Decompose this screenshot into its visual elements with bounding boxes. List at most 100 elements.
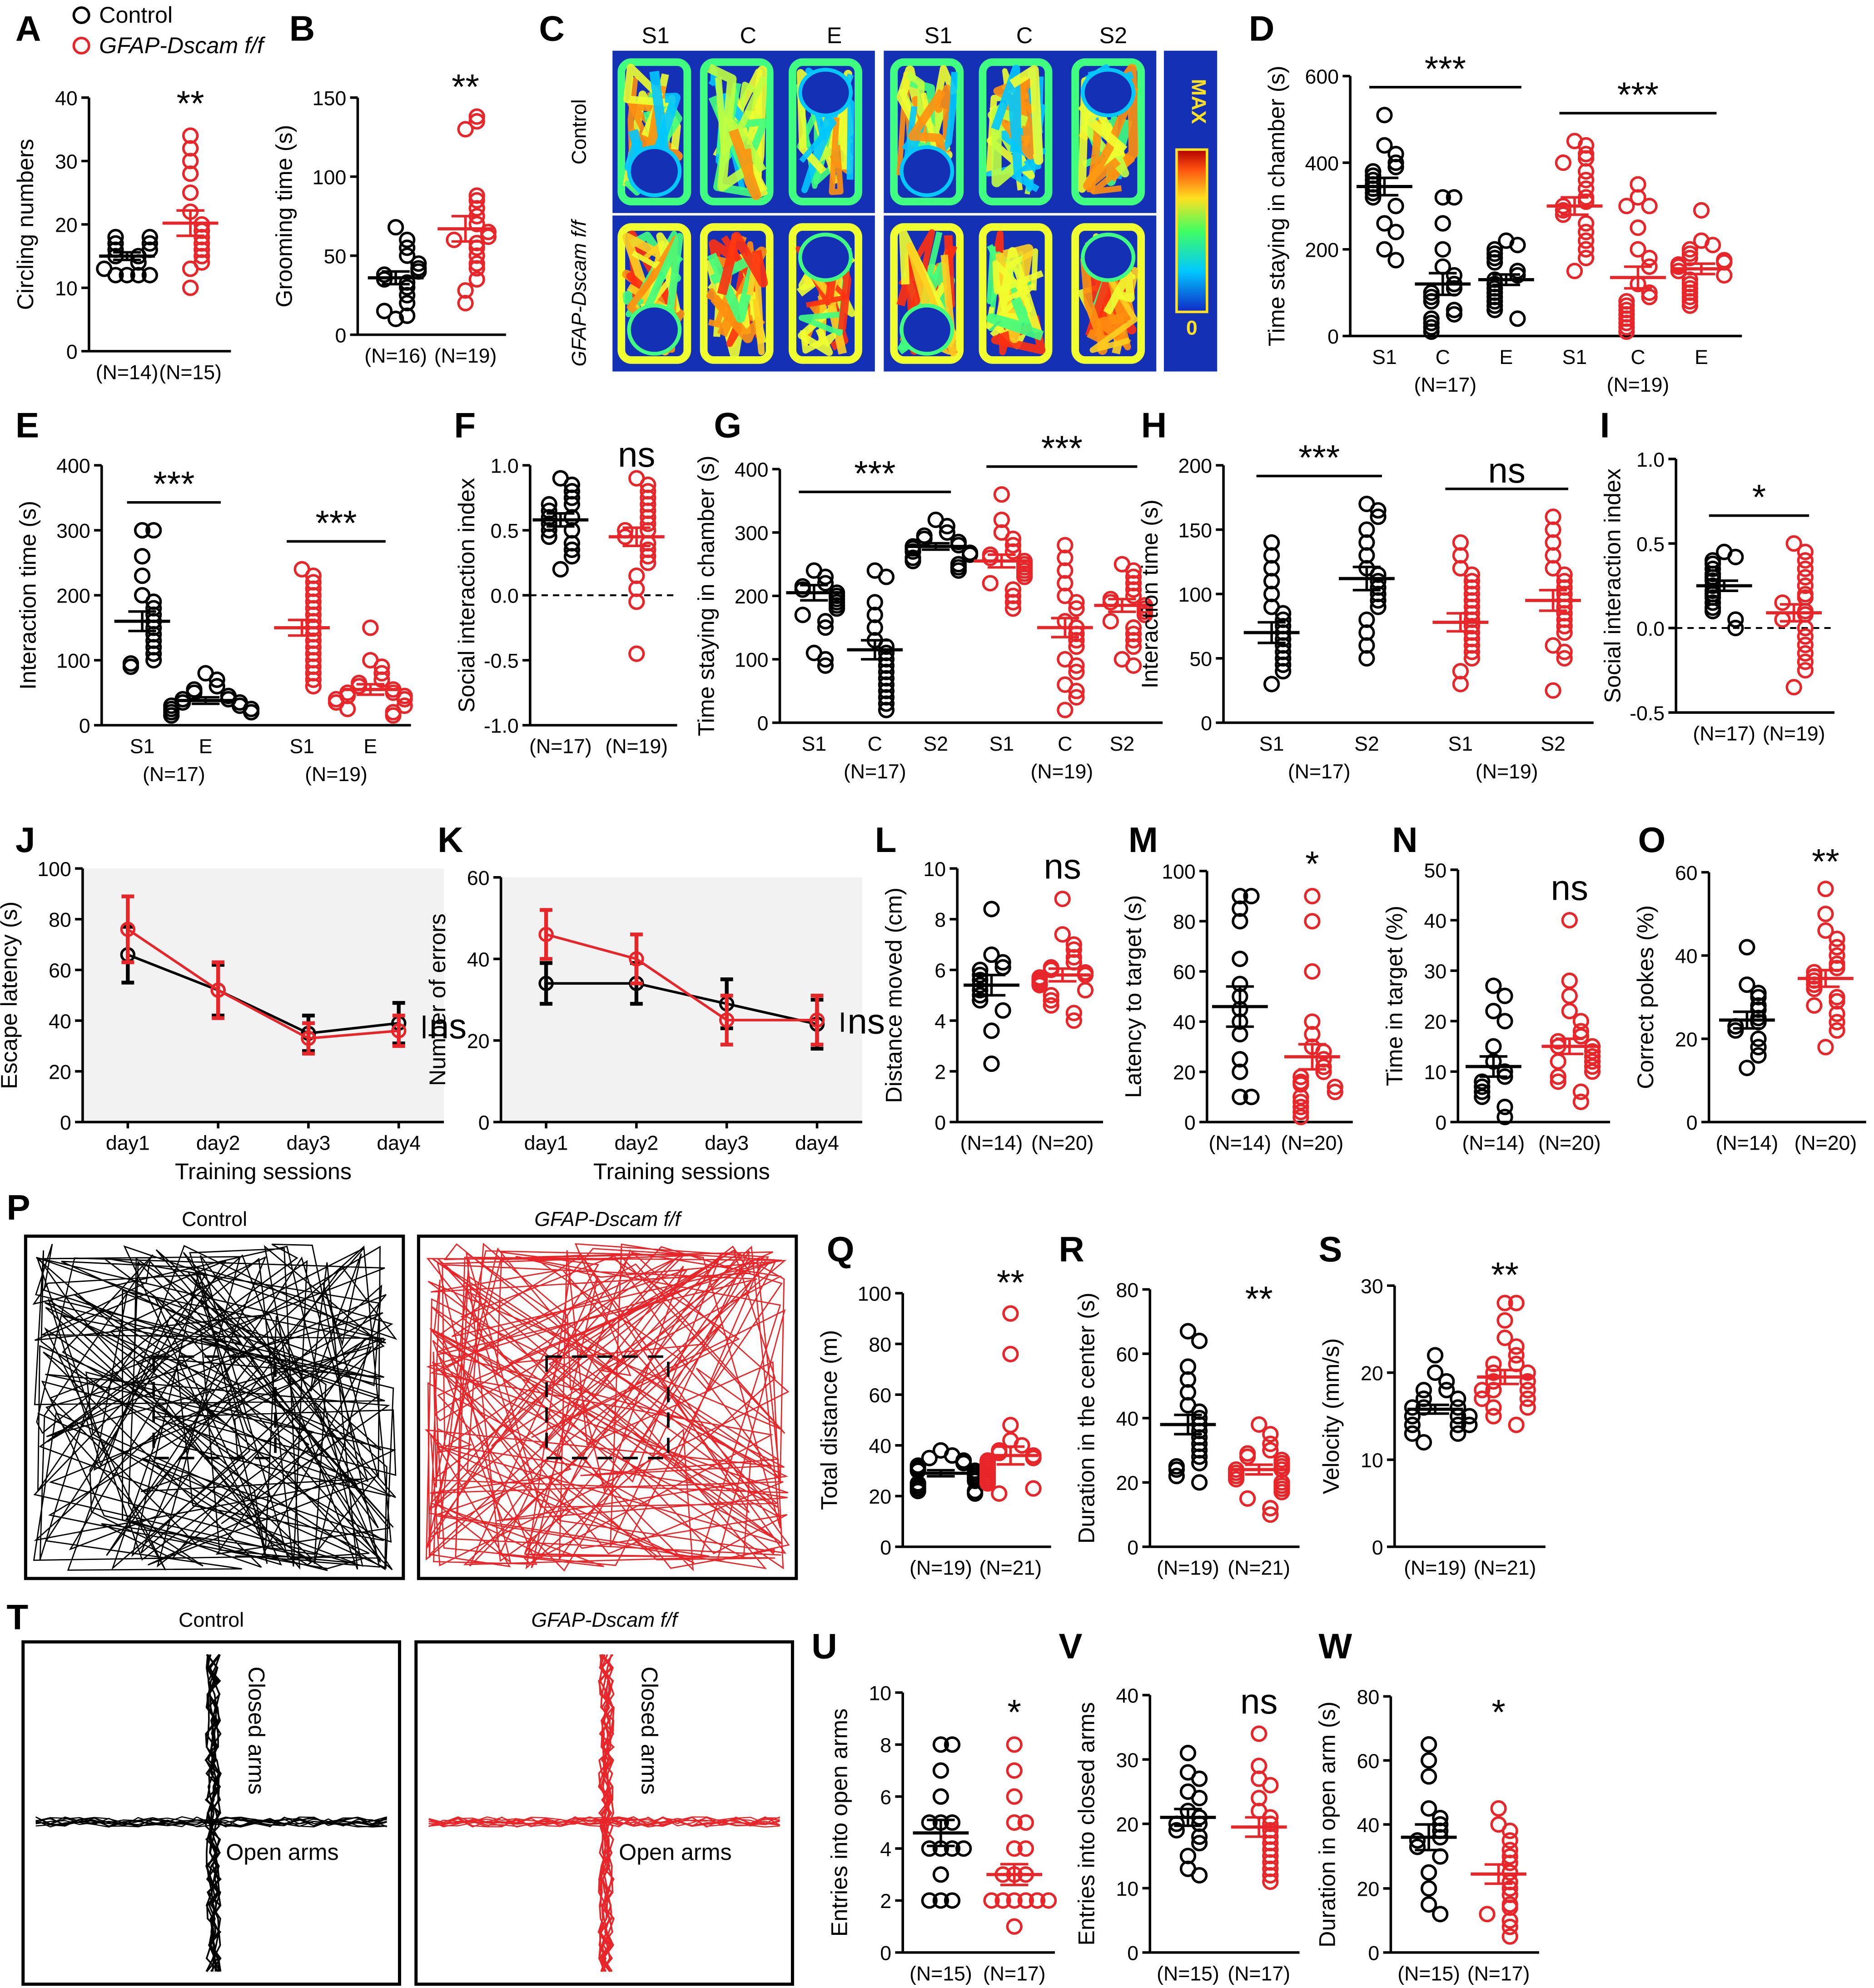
sem-bar — [128, 610, 156, 633]
data-point — [1263, 676, 1280, 693]
data-point — [1068, 663, 1085, 680]
sem-bar — [356, 683, 384, 696]
heatmap-cup — [798, 232, 853, 282]
column-label: C — [1016, 23, 1033, 48]
track-title: Control — [179, 1609, 244, 1631]
data-point — [1490, 1800, 1507, 1817]
x-tick-label: (N=14) — [960, 1132, 1023, 1155]
data-point — [1262, 1777, 1279, 1794]
x-tick-label: S1 — [1259, 733, 1284, 755]
data-point — [1485, 977, 1502, 994]
data-point — [210, 982, 226, 998]
x-tick-label: (N=20) — [1031, 1132, 1094, 1155]
data-point — [944, 1814, 961, 1831]
data-point — [955, 1455, 972, 1472]
y-tick-label: 20 — [1116, 1814, 1138, 1836]
data-point — [446, 231, 462, 249]
data-point — [96, 260, 113, 277]
heatmap-outline — [617, 223, 691, 364]
y-tick-label: 20 — [1675, 1029, 1698, 1051]
panel-letter: H — [1141, 405, 1167, 445]
y-tick-label: 1.0 — [1636, 449, 1665, 471]
data-point — [794, 581, 811, 598]
y-tick-label: 100 — [37, 858, 71, 881]
legend-label: GFAP-Dscam f/f — [99, 33, 266, 58]
y-tick-label: 50 — [1189, 648, 1212, 671]
y-tick-label: 400 — [56, 455, 90, 478]
y-tick-label: 80 — [1173, 911, 1196, 933]
y-axis-label: Interaction time (s) — [1137, 499, 1163, 688]
data-point — [1415, 1382, 1432, 1399]
y-axis-label: Time in target (%) — [1382, 906, 1407, 1086]
y-tick-label: 30 — [55, 151, 78, 173]
sem-bar — [382, 270, 410, 286]
heatmap-cup — [1081, 232, 1136, 282]
data-point — [828, 600, 845, 617]
y-tick-label: 100 — [735, 649, 768, 672]
heatmap-trace — [1083, 85, 1138, 190]
data-point — [1068, 657, 1085, 674]
center-zone — [545, 1355, 670, 1460]
colorbar-min: 0 — [1186, 317, 1198, 339]
y-tick-label: 40 — [1116, 1685, 1138, 1707]
data-point — [1555, 154, 1571, 171]
data-point — [1304, 963, 1321, 980]
data-point — [932, 1892, 949, 1909]
data-point — [1434, 189, 1451, 206]
data-point — [1432, 1848, 1449, 1865]
data-point — [994, 954, 1011, 971]
data-point — [1561, 972, 1578, 989]
data-point — [1017, 1814, 1034, 1831]
data-point — [1474, 1382, 1491, 1399]
y-tick-label: 150 — [313, 88, 346, 110]
data-point — [541, 522, 557, 539]
y-tick-label: 100 — [1178, 584, 1212, 606]
panel-letter: F — [454, 405, 476, 445]
data-point — [878, 568, 895, 585]
data-point — [1006, 1762, 1023, 1779]
data-point — [1797, 645, 1814, 662]
sem-bar — [1561, 196, 1589, 216]
data-point — [1168, 1468, 1185, 1485]
sem-bar — [1352, 565, 1381, 592]
y-tick-label: 30 — [1424, 961, 1447, 983]
y-axis-label: Velocity (mm/s) — [1318, 1338, 1344, 1494]
panel-letter: J — [15, 820, 35, 860]
data-point — [1232, 951, 1248, 967]
data-point — [1797, 577, 1814, 594]
data-point — [1409, 1832, 1426, 1849]
data-point — [1387, 198, 1404, 214]
data-point — [1068, 689, 1085, 706]
data-point — [1829, 1022, 1845, 1039]
y-tick-label: 30 — [1116, 1749, 1138, 1772]
data-point — [1040, 1892, 1057, 1909]
heatmap-trace — [906, 242, 957, 357]
data-point — [1485, 1364, 1502, 1381]
data-point — [1232, 1088, 1248, 1106]
data-point — [1519, 1399, 1536, 1416]
data-point — [939, 518, 955, 535]
x-tick-label: (N=17) — [1228, 1963, 1290, 1985]
sem-bar — [113, 251, 141, 261]
y-tick-label: 60 — [467, 867, 490, 890]
data-point — [1704, 560, 1721, 577]
y-tick-label: 100 — [858, 1283, 891, 1305]
data-point — [1584, 1058, 1601, 1075]
x-tick-label: (N=19) — [1404, 1557, 1466, 1579]
maze-track — [428, 1817, 780, 1827]
data-point — [1068, 600, 1085, 617]
data-point — [410, 260, 427, 277]
y-tick-label: 0 — [757, 712, 769, 735]
group-label: (N=19) — [1031, 761, 1094, 783]
x-tick-label: (N=16) — [364, 345, 427, 367]
data-point — [305, 671, 322, 688]
track-title: GFAP-Dscam f/f — [531, 1609, 679, 1631]
data-point — [921, 1814, 938, 1831]
data-point — [1327, 1083, 1343, 1101]
data-point — [1262, 1873, 1279, 1890]
data-point — [1806, 997, 1823, 1014]
data-point — [1501, 1912, 1518, 1929]
series-line — [546, 933, 817, 1021]
